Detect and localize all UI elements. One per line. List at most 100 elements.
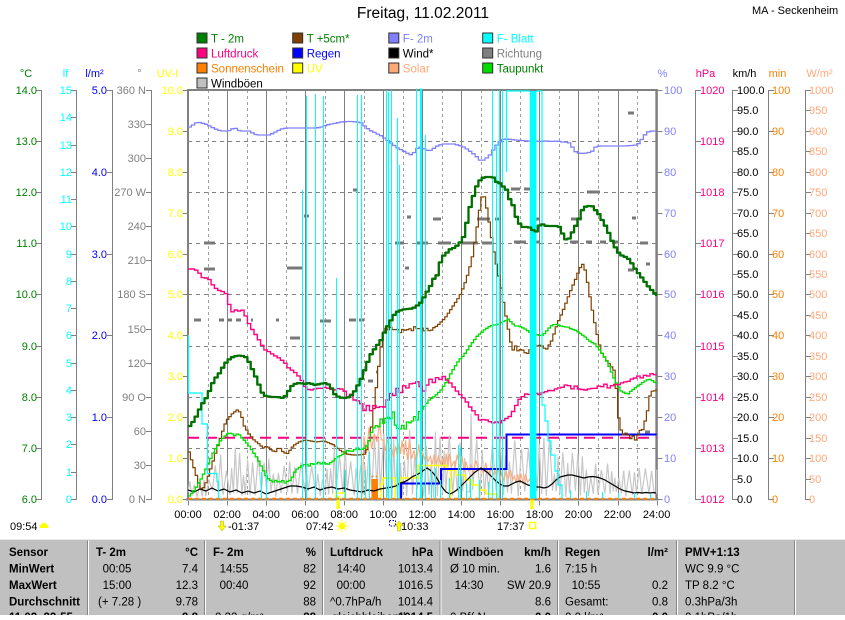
svg-text:00:00: 00:00 — [174, 509, 202, 521]
svg-text:F- Blatt: F- Blatt — [497, 34, 535, 46]
svg-text:14:55: 14:55 — [220, 564, 249, 576]
svg-text:45.0: 45.0 — [737, 310, 758, 322]
svg-text:50: 50 — [809, 474, 821, 486]
svg-text:5.0: 5.0 — [92, 85, 107, 97]
svg-text:1015: 1015 — [700, 341, 724, 353]
svg-text:82: 82 — [303, 564, 316, 576]
svg-text:1020: 1020 — [700, 85, 724, 97]
svg-text:9: 9 — [66, 249, 72, 261]
svg-text:25.0: 25.0 — [737, 392, 758, 404]
svg-text:UV-I: UV-I — [157, 68, 178, 80]
svg-text:270 W: 270 W — [114, 187, 146, 199]
svg-text:0.8: 0.8 — [652, 596, 668, 608]
svg-text:Solar: Solar — [403, 64, 430, 76]
svg-text:40.0: 40.0 — [737, 330, 758, 342]
svg-text:20: 20 — [664, 412, 676, 424]
svg-text:80: 80 — [772, 167, 784, 179]
svg-text:550: 550 — [809, 269, 827, 281]
svg-text:9.0: 9.0 — [168, 126, 183, 138]
svg-text:350: 350 — [809, 351, 827, 363]
svg-text:30.0: 30.0 — [737, 371, 758, 383]
svg-text:12.0: 12.0 — [16, 187, 37, 199]
svg-text:14:40: 14:40 — [337, 564, 366, 576]
svg-text:2.0: 2.0 — [168, 412, 183, 424]
svg-text:70: 70 — [772, 208, 784, 220]
svg-text:85.0: 85.0 — [737, 146, 758, 158]
svg-text:1014: 1014 — [700, 392, 724, 404]
svg-text:30: 30 — [664, 371, 676, 383]
svg-text:7.0: 7.0 — [22, 443, 37, 455]
svg-text:600: 600 — [809, 249, 827, 261]
svg-text:6: 6 — [66, 330, 72, 342]
svg-text:10: 10 — [772, 453, 784, 465]
svg-text:450: 450 — [809, 310, 827, 322]
svg-text:(+ 7.28 ): (+ 7.28 ) — [98, 596, 141, 608]
svg-text:Regen: Regen — [565, 547, 600, 559]
svg-text:14:00: 14:00 — [448, 509, 476, 521]
svg-text:00:05: 00:05 — [103, 564, 132, 576]
svg-text:4.0: 4.0 — [168, 330, 183, 342]
svg-text:Windböen: Windböen — [211, 79, 263, 91]
svg-text:Ø 10 min.: Ø 10 min. — [450, 564, 500, 576]
svg-text:0.0: 0.0 — [737, 494, 752, 506]
svg-text:12:00: 12:00 — [409, 509, 437, 521]
svg-text:60: 60 — [664, 249, 676, 261]
svg-text:75.0: 75.0 — [737, 187, 758, 199]
svg-text:15.0: 15.0 — [737, 433, 758, 445]
svg-text:2: 2 — [66, 439, 72, 451]
svg-text:1019: 1019 — [700, 136, 724, 148]
svg-text:30: 30 — [134, 460, 146, 472]
svg-text:0.0: 0.0 — [92, 494, 107, 506]
svg-text:14.0: 14.0 — [16, 85, 37, 97]
svg-text:5: 5 — [66, 358, 72, 370]
svg-text:60.0: 60.0 — [737, 249, 758, 261]
svg-text:1012: 1012 — [700, 494, 724, 506]
svg-text:20: 20 — [772, 412, 784, 424]
svg-text:08:00: 08:00 — [330, 509, 358, 521]
svg-text:100: 100 — [772, 85, 790, 97]
svg-text:150: 150 — [128, 324, 146, 336]
svg-text:12: 12 — [60, 167, 72, 179]
svg-text:1.6: 1.6 — [535, 564, 551, 576]
svg-text:7: 7 — [66, 303, 72, 315]
svg-text:km/h: km/h — [524, 547, 551, 559]
svg-text:200: 200 — [809, 412, 827, 424]
svg-text:13: 13 — [60, 140, 72, 152]
svg-text:1016.5: 1016.5 — [398, 580, 433, 592]
svg-text:1000: 1000 — [809, 85, 833, 97]
svg-text:2.0: 2.0 — [92, 330, 107, 342]
svg-text:10.0: 10.0 — [16, 289, 37, 301]
svg-text:40: 40 — [772, 330, 784, 342]
svg-text:MA - Seckenheim: MA - Seckenheim — [752, 5, 838, 17]
svg-text:02:00: 02:00 — [213, 509, 241, 521]
svg-text:24:00: 24:00 — [643, 509, 671, 521]
svg-text:20:00: 20:00 — [565, 509, 593, 521]
svg-text:14: 14 — [60, 112, 72, 124]
svg-text:300: 300 — [128, 153, 146, 165]
svg-text:17:37: 17:37 — [497, 521, 525, 533]
svg-text:WC 9.9 °C: WC 9.9 °C — [685, 564, 739, 576]
svg-text:10.0: 10.0 — [162, 85, 183, 97]
svg-text:Sonnenschein: Sonnenschein — [211, 64, 284, 76]
svg-text:30: 30 — [772, 371, 784, 383]
svg-text:16:00: 16:00 — [487, 509, 515, 521]
svg-text:MaxWert: MaxWert — [9, 580, 57, 592]
svg-text:10:33: 10:33 — [401, 521, 429, 533]
svg-text:lf: lf — [63, 68, 69, 80]
svg-text:10:00: 10:00 — [369, 509, 397, 521]
svg-text:330: 330 — [128, 119, 146, 131]
svg-text:90: 90 — [664, 126, 676, 138]
svg-text:l/m²: l/m² — [648, 547, 669, 559]
svg-text:1: 1 — [66, 467, 72, 479]
svg-text:04:00: 04:00 — [252, 509, 280, 521]
svg-text:240: 240 — [128, 221, 146, 233]
svg-text:0 N: 0 N — [129, 494, 146, 506]
svg-text:00:40: 00:40 — [220, 580, 249, 592]
svg-text:7.4: 7.4 — [182, 564, 199, 576]
svg-text:3.0: 3.0 — [168, 371, 183, 383]
svg-text:0: 0 — [664, 494, 670, 506]
svg-text:18:00: 18:00 — [526, 509, 554, 521]
svg-text:-01:37: -01:37 — [228, 521, 259, 533]
svg-text:13.0: 13.0 — [16, 136, 37, 148]
svg-text:10.0: 10.0 — [737, 453, 758, 465]
